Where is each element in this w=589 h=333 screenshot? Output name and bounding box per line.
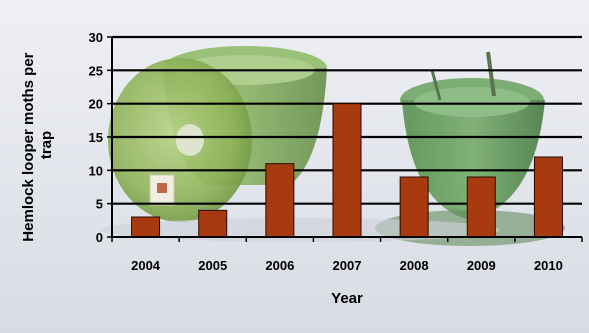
- y-axis-title-line-2: trap: [38, 131, 55, 159]
- x-tick-label-2004: 2004: [131, 258, 161, 273]
- y-axis-title: Hemlock looper moths per trap: [20, 48, 55, 241]
- bar-2007: [332, 103, 362, 238]
- x-axis-title: Year: [331, 290, 363, 307]
- chart-axes: [107, 36, 583, 242]
- bar-2006: [265, 163, 295, 238]
- bar-2004: [131, 216, 161, 238]
- x-tick-label-2007: 2007: [333, 258, 362, 273]
- bar-2009: [466, 176, 496, 238]
- x-tick-labels: 2004 2005 2006 2007 2008 2009 2010: [131, 258, 563, 273]
- y-tick-label-30: 30: [89, 30, 103, 45]
- x-tick-label-2006: 2006: [265, 258, 294, 273]
- y-tick-label-0: 0: [96, 230, 103, 245]
- x-tick-label-2010: 2010: [534, 258, 563, 273]
- bar-2008: [399, 176, 429, 238]
- y-tick-label-15: 15: [89, 130, 103, 145]
- y-tick-label-5: 5: [96, 197, 103, 212]
- y-axis-title-line-1: Hemlock looper moths per: [20, 52, 37, 241]
- x-tick-label-2009: 2009: [467, 258, 496, 273]
- y-tick-label-20: 20: [89, 97, 103, 112]
- x-tick-label-2005: 2005: [198, 258, 227, 273]
- bar-2010: [533, 156, 563, 238]
- y-tick-labels: 0 5 10 15 20 25 30: [89, 30, 103, 245]
- bar-2005: [198, 209, 228, 238]
- y-tick-label-25: 25: [89, 63, 103, 78]
- bar-series: [131, 103, 563, 238]
- y-tick-label-10: 10: [89, 163, 103, 178]
- trap-lid-shape: [108, 58, 252, 222]
- x-tick-label-2008: 2008: [400, 258, 429, 273]
